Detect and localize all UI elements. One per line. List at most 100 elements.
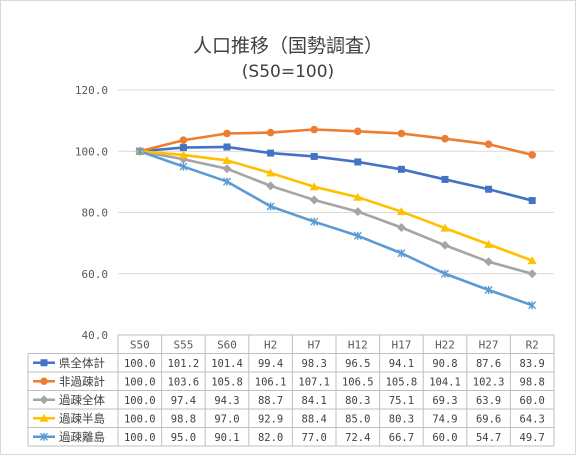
table-cell: 72.4 (345, 432, 370, 444)
table-cell: 96.5 (345, 358, 370, 370)
table-cell: 54.7 (476, 432, 501, 444)
data-point (179, 136, 188, 145)
series-line (139, 150, 533, 307)
data-point (441, 269, 449, 278)
x-tick-label: H22 (435, 338, 455, 351)
y-axis-ticks: 40.0 60.0 80.0 100.0 120.0 (75, 84, 108, 342)
data-point (528, 301, 537, 310)
data-point (485, 185, 493, 193)
table-cell: 63.9 (476, 395, 501, 407)
table-cell: 101.2 (168, 358, 200, 370)
x-tick-label: H7 (308, 338, 321, 351)
table-cell: 99.4 (258, 358, 283, 370)
data-point (528, 151, 536, 159)
table-cell: 82.0 (258, 432, 283, 444)
data-point (223, 177, 231, 186)
x-tick-label: H12 (348, 338, 368, 351)
table-cell: 60.0 (432, 432, 457, 444)
table-cell: 106.1 (255, 376, 287, 388)
table-cell: 92.9 (258, 413, 283, 425)
table-cell: 100.0 (124, 395, 156, 407)
table-cell: 87.6 (476, 358, 501, 370)
table-cell: 97.0 (214, 413, 239, 425)
table-cell: 80.3 (389, 413, 414, 425)
table-cell: 80.3 (345, 395, 370, 407)
table-cell: 100.0 (124, 413, 156, 425)
legend-label: 過疎全体 (59, 393, 105, 407)
table-cell: 77.0 (302, 432, 327, 444)
x-tick-label: R2 (526, 338, 539, 351)
data-point (223, 143, 231, 151)
y-tick-label: 40.0 (82, 329, 109, 342)
table-cell: 100.0 (124, 376, 156, 388)
data-point (309, 195, 319, 205)
data-point (310, 217, 319, 226)
data-point (397, 249, 406, 258)
table-cell: 98.8 (520, 376, 545, 388)
y-tick-label: 60.0 (82, 268, 109, 281)
table-cell: 90.1 (214, 432, 239, 444)
y-tick-label: 120.0 (75, 84, 108, 97)
y-tick-label: 100.0 (75, 145, 108, 158)
table-cell: 94.3 (214, 395, 239, 407)
x-tick-label: H2 (264, 338, 277, 351)
data-point (222, 164, 232, 174)
series-lines (135, 125, 537, 310)
data-point (266, 168, 276, 177)
series-line (139, 149, 533, 276)
legend-label: 過疎離島 (59, 430, 105, 444)
data-point (310, 152, 318, 160)
legend-key-marker (40, 359, 48, 367)
data-point (484, 257, 494, 267)
x-tick-label: S60 (217, 338, 237, 351)
table-cell: 100.0 (124, 432, 156, 444)
table-cell: 105.8 (211, 376, 243, 388)
data-point (223, 129, 231, 138)
table-cell: 97.4 (171, 395, 196, 407)
data-point (484, 285, 493, 294)
table-cell: 69.3 (432, 395, 457, 407)
data-point (528, 197, 536, 205)
data-point (484, 239, 494, 248)
table-cell: 106.5 (342, 376, 374, 388)
legend-key-marker (39, 395, 49, 405)
data-point (354, 158, 362, 166)
table-cell: 94.1 (389, 358, 414, 370)
legend-key-marker (40, 377, 48, 386)
table-cell: 98.8 (171, 413, 196, 425)
table-cell: 104.1 (429, 376, 461, 388)
gridlines (118, 89, 554, 275)
data-point (310, 125, 319, 134)
legend-label: 過疎半島 (59, 411, 105, 425)
legend-label: 非過疎計 (59, 374, 105, 388)
data-point (353, 231, 362, 240)
data-point (222, 155, 232, 164)
table-cell: 66.7 (389, 432, 414, 444)
x-tick-label: H17 (391, 338, 411, 351)
chart-subtitle: (S50=100) (242, 62, 334, 82)
y-tick-label: 80.0 (82, 207, 109, 220)
data-point (353, 192, 363, 201)
table-cell: 105.8 (386, 376, 418, 388)
table-cell: 83.9 (520, 358, 545, 370)
data-point (397, 165, 405, 173)
legend-label: 県全体計 (59, 356, 105, 370)
table-cell: 75.1 (389, 395, 414, 407)
table-cell: 101.4 (211, 358, 243, 370)
series-line (139, 149, 533, 262)
table-cell: 49.7 (520, 432, 545, 444)
x-tick-label: S55 (173, 338, 193, 351)
series-line (139, 145, 533, 202)
table-cell: 60.0 (520, 395, 545, 407)
table-cell: 74.9 (432, 413, 457, 425)
data-table: S50 S55 S60 H2 H7 H12 H17 H22 H27 R2 県全体計 100.0 101.… (27, 334, 555, 447)
table-cell: 90.8 (432, 358, 457, 370)
x-tick-label: S50 (130, 338, 150, 351)
table-cell: 100.0 (124, 358, 156, 370)
data-point (396, 207, 406, 216)
data-point (178, 150, 188, 159)
data-point (397, 129, 406, 138)
data-point (353, 207, 363, 217)
